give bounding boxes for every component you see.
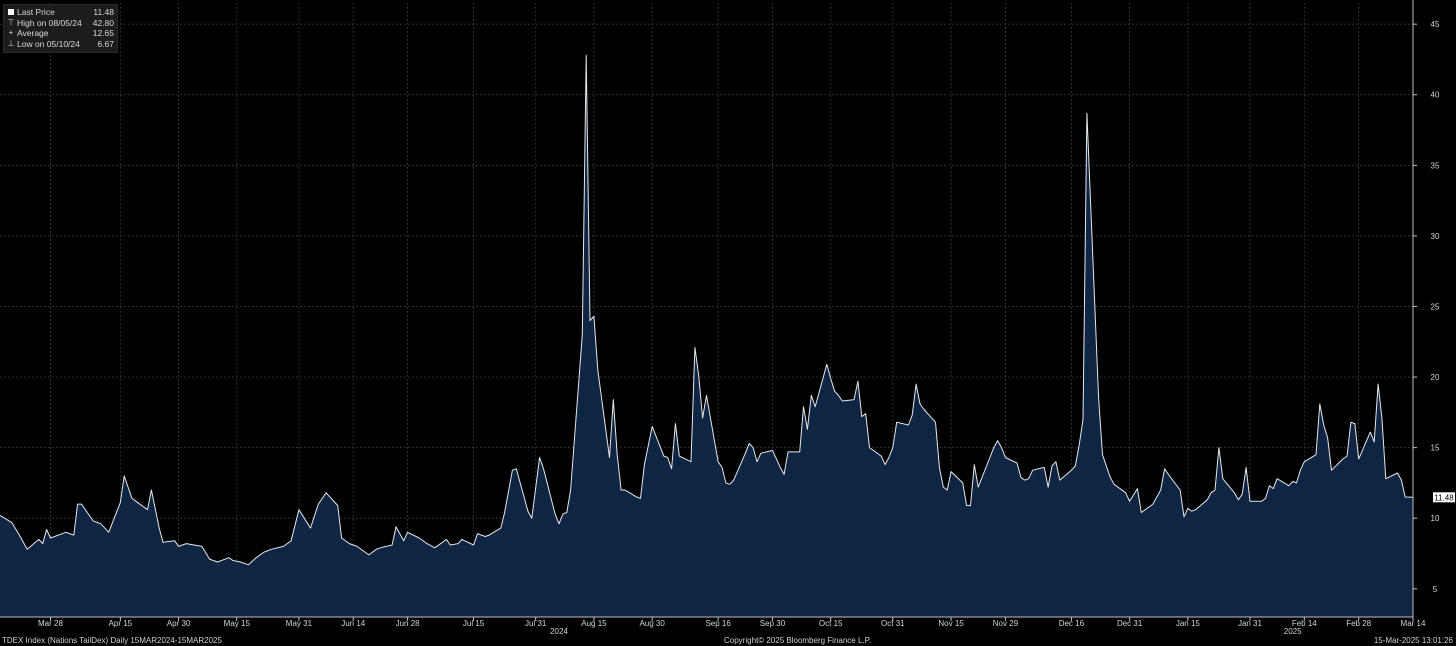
x-tick-label: Nov 15: [938, 619, 964, 628]
y-tick-label: 30: [1431, 232, 1440, 241]
y-tick-label: 15: [1431, 444, 1440, 453]
x-tick-label: Feb 28: [1346, 619, 1371, 628]
legend-value: 42.80: [92, 17, 114, 28]
legend-row-low: ⊥ Low on 05/10/24 6.67: [7, 39, 114, 50]
x-tick-label: Aug 15: [581, 619, 607, 628]
bottom-mark-icon: ⊥: [7, 38, 15, 48]
x-tick-label: Jan 31: [1238, 619, 1263, 628]
y-tick-label: 45: [1431, 20, 1440, 29]
x-tick-label: Feb 14: [1292, 619, 1317, 628]
x-tick-label: Jan 15: [1176, 619, 1201, 628]
footer-ticker: TDEX Index (Nations TailDex) Daily 15MAR…: [2, 636, 222, 645]
legend-row-last-price: Last Price 11.48: [7, 7, 114, 18]
legend-label: Last Price: [17, 7, 55, 17]
legend-label: High on 08/05/24: [17, 17, 82, 28]
legend-value: 12.65: [92, 28, 114, 38]
y-tick-label: 10: [1431, 514, 1440, 523]
x-tick-label: Oct 31: [881, 619, 905, 628]
last-price-label: 11.48: [1434, 493, 1454, 502]
footer-timestamp: 15-Mar-2025 13:01:26: [1373, 636, 1453, 645]
x-tick-label: Dec 16: [1059, 619, 1085, 628]
legend-label: Low on 05/10/24: [17, 38, 80, 49]
y-tick-label: 5: [1433, 585, 1438, 594]
x-tick-label: Oct 15: [819, 619, 843, 628]
white-square-icon: [8, 9, 14, 16]
year-label: 2025: [1284, 627, 1302, 636]
footer-copyright: Copyright© 2025 Bloomberg Finance L.P.: [724, 636, 872, 645]
year-label: 2024: [550, 627, 568, 636]
x-tick-label: May 31: [286, 619, 313, 628]
x-tick-label: Apr 15: [109, 619, 133, 628]
y-tick-label: 25: [1431, 302, 1440, 311]
x-tick-label: Jun 28: [396, 619, 421, 628]
last-price-tag: [1433, 492, 1455, 503]
x-tick-label: Apr 30: [167, 619, 191, 628]
x-tick-label: Dec 31: [1117, 619, 1143, 628]
x-tick-label: Sep 16: [705, 619, 731, 628]
t-mark-icon: ⊤: [7, 17, 15, 27]
legend-row-average: + Average 12.65: [7, 28, 114, 39]
x-tick-label: Jul 15: [463, 619, 485, 628]
x-tick-label: Sep 30: [760, 619, 786, 628]
y-tick-label: 40: [1431, 91, 1440, 100]
legend-row-high: ⊤ High on 08/05/24 42.80: [7, 18, 114, 29]
plus-mark-icon: +: [8, 28, 14, 37]
y-tick-label: 20: [1431, 373, 1440, 382]
series-area: [0, 55, 1413, 617]
x-tick-label: Mar 28: [38, 619, 63, 628]
series-line: [0, 54, 1414, 566]
y-tick-label: 35: [1431, 161, 1440, 170]
x-tick-label: Nov 29: [993, 619, 1019, 628]
x-tick-label: May 15: [224, 619, 251, 628]
x-tick-label: Jun 14: [341, 619, 366, 628]
x-tick-label: Aug 30: [639, 619, 665, 628]
x-tick-label: Jul 31: [525, 619, 547, 628]
legend-value: 6.67: [97, 38, 114, 49]
legend-label: Average: [17, 28, 49, 38]
x-tick-label: Mar 14: [1401, 619, 1426, 628]
legend-value: 11.48: [93, 7, 114, 17]
legend-box: Last Price 11.48 ⊤ High on 08/05/24 42.80…: [3, 4, 118, 53]
